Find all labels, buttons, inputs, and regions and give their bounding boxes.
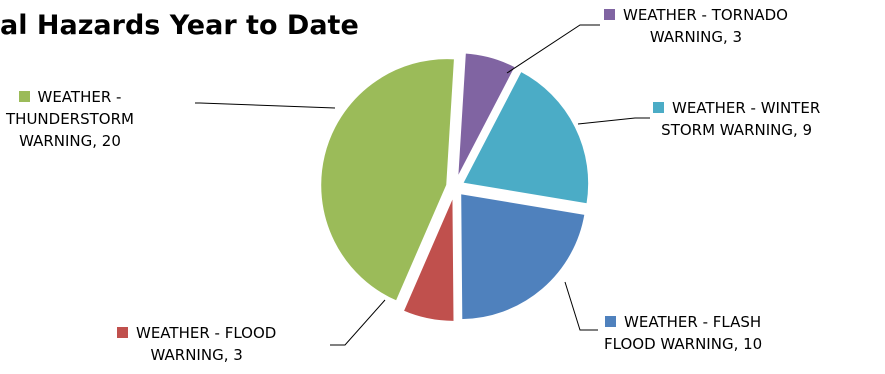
leader-line-tornado xyxy=(506,24,600,74)
leader-line-flash-flood xyxy=(564,281,598,331)
slice-label-flash-flood: WEATHER - FLASH FLOOD WARNING, 10 xyxy=(604,311,762,355)
slice-label-flash-flood-line2: FLOOD WARNING, 10 xyxy=(604,335,763,353)
slice-label-flood-line2: WARNING, 3 xyxy=(150,346,243,364)
slice-label-tornado: WEATHER - TORNADO WARNING, 3 xyxy=(604,4,788,48)
leader-line-winter-storm xyxy=(577,117,650,125)
slice-label-thunderstorm-line1: WEATHER - xyxy=(37,88,122,106)
pie-slice-flood xyxy=(401,194,456,323)
slice-label-tornado-line2: WARNING, 3 xyxy=(649,28,743,46)
pie-slice-winter-storm xyxy=(460,69,591,206)
slice-label-winter-storm-line2: STORM WARNING, 9 xyxy=(661,121,813,139)
pie-slice-thunderstorm xyxy=(319,57,457,303)
legend-swatch-thunderstorm xyxy=(18,91,30,102)
pie-slice-flash-flood xyxy=(459,191,587,322)
slice-label-thunderstorm-line3: WARNING, 20 xyxy=(19,132,121,150)
pie-slice-tornado xyxy=(456,51,518,180)
slice-label-winter-storm-line1: WEATHER - WINTER xyxy=(672,99,821,117)
slice-label-thunderstorm-line2: THUNDERSTORM xyxy=(6,110,134,128)
pie-slices xyxy=(319,51,591,323)
leader-line-flood xyxy=(330,299,386,346)
slice-label-tornado-line1: WEATHER - TORNADO xyxy=(623,6,788,24)
legend-swatch-flood xyxy=(117,327,128,338)
slice-label-winter-storm: WEATHER - WINTER STORM WARNING, 9 xyxy=(653,97,820,141)
leader-line-thunderstorm xyxy=(195,102,336,109)
slice-label-flash-flood-line1: WEATHER - FLASH xyxy=(624,313,762,331)
chart-title: al Hazards Year to Date xyxy=(0,10,359,41)
slice-label-flood-line1: WEATHER - FLOOD xyxy=(136,324,277,342)
slice-label-thunderstorm: WEATHER - THUNDERSTORM WARNING, 20 xyxy=(6,86,134,152)
legend-swatch-tornado xyxy=(604,9,615,20)
legend-swatch-winter-storm xyxy=(653,102,664,113)
slice-label-flood: WEATHER - FLOOD WARNING, 3 xyxy=(117,322,276,366)
legend-swatch-flash-flood xyxy=(605,316,617,327)
leader-lines xyxy=(195,24,650,346)
